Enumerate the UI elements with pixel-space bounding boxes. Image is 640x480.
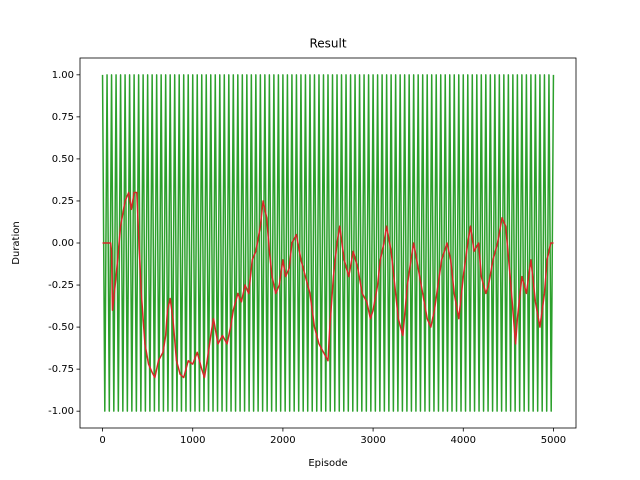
y-tick-label: -1.00 bbox=[48, 406, 74, 417]
x-tick-label: 2000 bbox=[270, 435, 295, 446]
x-tick-label: 1000 bbox=[180, 435, 205, 446]
y-tick-label: 0.25 bbox=[52, 196, 74, 207]
x-tick-label: 3000 bbox=[360, 435, 385, 446]
y-tick-label: 0.00 bbox=[52, 238, 74, 249]
plot-area bbox=[101, 74, 555, 412]
x-tick-label: 4000 bbox=[451, 435, 476, 446]
series-line bbox=[101, 74, 555, 412]
x-tick-label: 0 bbox=[99, 435, 105, 446]
chart-title: Result bbox=[309, 37, 346, 51]
x-tick-label: 5000 bbox=[541, 435, 566, 446]
y-axis-label: Duration bbox=[11, 221, 22, 264]
x-axis-label: Episode bbox=[308, 458, 347, 469]
y-tick-label: -0.75 bbox=[48, 364, 74, 375]
y-tick-label: 0.50 bbox=[52, 154, 74, 165]
y-tick-label: -0.50 bbox=[48, 322, 74, 333]
y-tick-label: 1.00 bbox=[52, 70, 74, 81]
y-tick-label: 0.75 bbox=[52, 112, 74, 123]
series-line bbox=[102, 191, 554, 379]
y-tick-label: -0.25 bbox=[48, 280, 74, 291]
